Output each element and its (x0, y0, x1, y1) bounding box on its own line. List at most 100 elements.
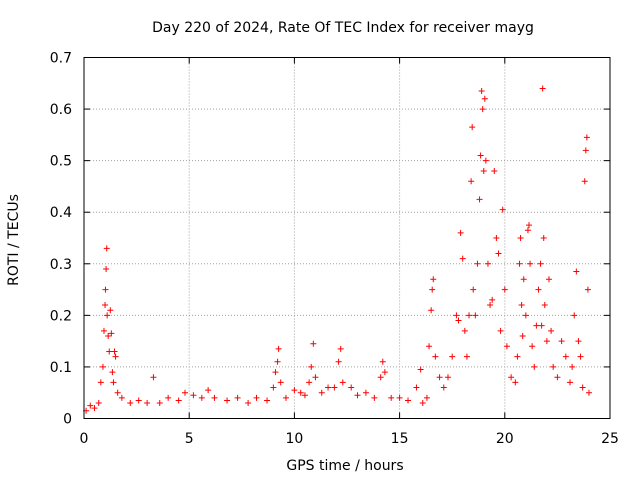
data-point (579, 384, 586, 391)
data-point (531, 363, 538, 370)
data-point (512, 379, 519, 386)
data-point (569, 363, 576, 370)
data-point (457, 229, 464, 236)
data-point (419, 400, 426, 407)
data-point (501, 286, 508, 293)
data-point (354, 392, 361, 399)
data-point (110, 379, 117, 386)
data-point (405, 397, 412, 404)
data-point (337, 345, 344, 352)
data-point (348, 384, 355, 391)
y-tick-label: 0.2 (50, 308, 72, 324)
data-point (270, 384, 277, 391)
data-point (87, 402, 94, 409)
data-point (301, 392, 308, 399)
data-point (491, 167, 498, 174)
x-tick-label: 5 (185, 431, 194, 447)
data-point (573, 268, 580, 275)
data-point (253, 394, 260, 401)
y-tick-label: 0.5 (50, 154, 72, 170)
x-tick-label: 15 (391, 431, 409, 447)
data-point (581, 178, 588, 185)
data-point (198, 394, 205, 401)
data-point (539, 85, 546, 92)
data-point (466, 312, 473, 319)
data-point (224, 397, 231, 404)
data-point (430, 276, 437, 283)
data-point (459, 255, 466, 262)
y-tick-label: 0.1 (50, 360, 72, 376)
data-point (478, 88, 485, 95)
data-point (99, 363, 106, 370)
data-point (282, 394, 289, 401)
data-point (211, 394, 218, 401)
data-point (377, 374, 384, 381)
data-point (479, 106, 486, 113)
marks-layer (83, 85, 592, 414)
data-point (423, 394, 430, 401)
data-point (444, 374, 451, 381)
data-point (312, 374, 319, 381)
data-point (538, 322, 545, 329)
data-point (516, 260, 523, 267)
data-point (107, 307, 114, 314)
data-point (476, 196, 483, 203)
ticks-layer: 0 5 10 15 20 25 0 0.1 0.2 0.3 0.4 0.5 0.6 0.7 (50, 51, 619, 448)
data-point (150, 374, 157, 381)
data-point (205, 387, 212, 394)
data-point (127, 400, 134, 407)
data-point (371, 394, 378, 401)
data-point (583, 134, 590, 141)
x-tick-label: 20 (496, 431, 514, 447)
data-point (522, 312, 529, 319)
data-point (275, 345, 282, 352)
data-point (554, 374, 561, 381)
data-point (245, 400, 252, 407)
data-point (310, 340, 317, 347)
data-point (264, 397, 271, 404)
y-tick-label: 0.7 (50, 51, 72, 67)
data-point (306, 379, 313, 386)
data-point (112, 353, 119, 360)
data-point (558, 338, 565, 345)
data-point (487, 302, 494, 309)
data-point (111, 348, 118, 355)
data-point (331, 384, 338, 391)
data-point (91, 405, 98, 412)
data-point (388, 394, 395, 401)
data-point (585, 389, 592, 396)
data-point (477, 152, 484, 159)
y-tick-label: 0.6 (50, 102, 72, 118)
data-point (533, 322, 540, 329)
data-point (582, 147, 589, 154)
data-point (482, 157, 489, 164)
data-point (114, 389, 121, 396)
data-point (396, 394, 403, 401)
data-point (318, 389, 325, 396)
data-point (95, 400, 102, 407)
x-tick-label: 25 (601, 431, 619, 447)
data-point (297, 389, 304, 396)
data-point (97, 379, 104, 386)
data-point (461, 327, 468, 334)
plot-frame (83, 57, 611, 419)
x-tick-label: 10 (285, 431, 303, 447)
data-point (481, 95, 488, 102)
data-point (106, 348, 113, 355)
data-point (520, 276, 527, 283)
data-point (234, 394, 241, 401)
data-point (440, 384, 447, 391)
data-point (339, 379, 346, 386)
data-point (104, 312, 111, 319)
data-point (135, 397, 142, 404)
data-point (109, 369, 116, 376)
data-point (455, 317, 462, 324)
data-point (537, 260, 544, 267)
data-point (469, 124, 476, 131)
data-point (503, 343, 510, 350)
data-point (508, 374, 515, 381)
data-point (413, 384, 420, 391)
data-point (277, 379, 284, 386)
data-point (175, 397, 182, 404)
y-tick-label: 0.4 (50, 205, 72, 221)
